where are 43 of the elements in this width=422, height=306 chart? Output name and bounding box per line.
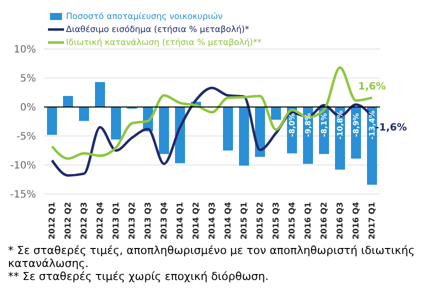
- y-tick-label: 5%: [20, 74, 36, 85]
- x-tick-label: 2012 Q2: [64, 202, 72, 240]
- x-tick-label: 2013 Q3: [144, 202, 152, 240]
- x-tick-label: 2015 Q4: [288, 202, 296, 240]
- bar: [111, 107, 121, 140]
- bar: [79, 107, 89, 121]
- x-tick-label: 2015 Q3: [272, 202, 280, 240]
- bar: [159, 107, 169, 154]
- bar: [255, 107, 265, 157]
- bar: [223, 107, 233, 150]
- bar: [95, 82, 105, 107]
- x-tick-label: 2015 Q1: [240, 202, 248, 240]
- x-tick-label: 2013 Q2: [128, 202, 136, 240]
- x-tick-label: 2017 Q1: [368, 202, 376, 240]
- x-tick-label: 2012 Q4: [96, 202, 104, 240]
- legend-label: Ιδιωτική κατανάλωση (ετήσια % μεταβολή)**: [66, 38, 262, 48]
- bar: [271, 107, 281, 120]
- y-tick-label: 10%: [14, 44, 36, 56]
- x-tick-label: 2014 Q2: [192, 202, 200, 240]
- text: ** Σε σταθερές τιμές χωρίς εποχική διόρθωση.: [8, 270, 270, 283]
- x-tick-label: 2013 Q1: [112, 202, 120, 240]
- x-tick-label: 2012 Q1: [48, 202, 56, 240]
- bar: [63, 96, 73, 107]
- x-tick-label: 2016 Q4: [352, 202, 360, 240]
- x-tick-label: 2016 Q1: [304, 202, 312, 240]
- bar: [239, 107, 249, 166]
- x-tick-label: 2014 Q3: [208, 202, 216, 240]
- bar: [47, 107, 57, 135]
- x-tick-label: 2013 Q4: [160, 202, 168, 240]
- data-label: 1,6%: [358, 82, 386, 93]
- x-tick-label: 2014 Q1: [176, 202, 184, 240]
- legend-label: Ποσοστό αποταμίευσης νοικοκυριών: [66, 12, 223, 22]
- x-tick-label: 2014 Q4: [224, 202, 232, 240]
- y-tick-label: 0%: [20, 102, 36, 114]
- y-tick-label: -15%: [10, 190, 36, 201]
- x-tick-label: 2016 Q3: [336, 202, 344, 240]
- x-tick-label: 2016 Q2: [320, 202, 328, 240]
- x-tick-label: 2012 Q3: [80, 202, 88, 240]
- y-tick-label: -5%: [16, 132, 36, 143]
- y-tick-label: -10%: [10, 160, 36, 172]
- x-tick-label: 2015 Q2: [256, 202, 264, 240]
- legend-label: Διαθέσιμο εισόδημα (ετήσια % μεταβολή)*: [66, 24, 250, 34]
- text: * Σε σταθερές τιμές, αποπληθωρισμένο με τον αποπληθωριστή ιδιωτικής κατανάλωσης.: [8, 244, 416, 270]
